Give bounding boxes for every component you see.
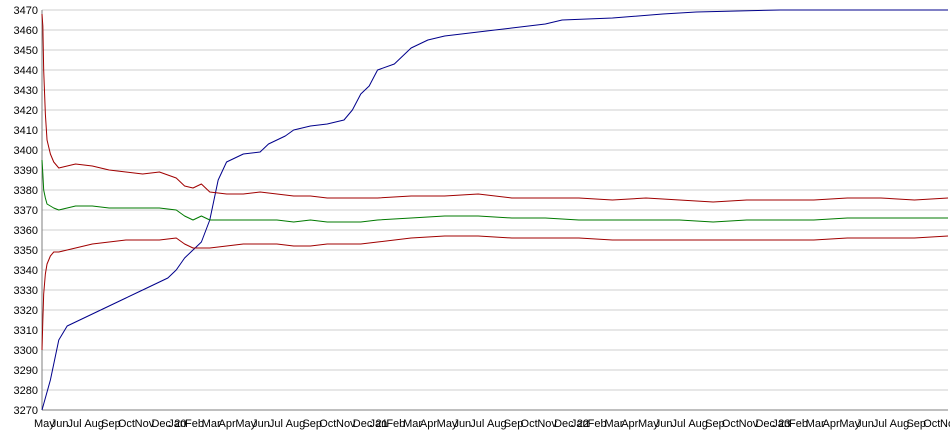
x-tick-label: Oct: [319, 418, 336, 430]
x-tick-label: Apr: [823, 418, 840, 430]
y-tick-label: 3460: [14, 25, 38, 37]
y-tick-label: 3320: [14, 305, 38, 317]
y-tick-label: 3350: [14, 245, 38, 257]
x-tick-year-label: 22: [577, 418, 589, 430]
x-tick-label: Sep: [504, 418, 524, 430]
series-lines: [41, 9, 949, 411]
x-tick-label: Jun: [51, 418, 69, 430]
x-tick-label: Sep: [302, 418, 322, 430]
x-tick-label: Jan: [772, 418, 790, 430]
x-tick-label: Jul: [470, 418, 484, 430]
x-tick-label: Dec: [554, 418, 574, 430]
x-tick-label: Apr: [420, 418, 437, 430]
x-tick-label: Aug: [84, 418, 104, 430]
y-tick-label: 3330: [14, 285, 38, 297]
x-tick-label: May: [235, 418, 256, 430]
x-tick-label: Nov: [336, 418, 356, 430]
x-tick-label: Jun: [856, 418, 874, 430]
series-line-2: [41, 13, 949, 203]
x-tick-label: Jan: [571, 418, 589, 430]
x-tick-label: Oct: [118, 418, 135, 430]
x-tick-year-label: 23: [778, 418, 790, 430]
x-tick-label: Sep: [906, 418, 926, 430]
x-tick-label: May: [839, 418, 860, 430]
x-tick-label: Jan: [370, 418, 388, 430]
x-tick-label: Feb: [386, 418, 405, 430]
x-tick-label: Apr: [621, 418, 638, 430]
y-tick-label: 3410: [14, 125, 38, 137]
x-tick-label: Aug: [286, 418, 306, 430]
x-tick-label: Nov: [537, 418, 557, 430]
x-tick-label: May: [638, 418, 659, 430]
x-tick-label: Mar: [202, 418, 221, 430]
x-tick-label: Oct: [722, 418, 739, 430]
x-tick-label: May: [437, 418, 458, 430]
x-tick-label: Jan: [168, 418, 186, 430]
x-tick-year-label: 21: [376, 418, 388, 430]
y-tick-label: 3310: [14, 325, 38, 337]
y-tick-label: 3340: [14, 265, 38, 277]
y-tick-label: 3390: [14, 165, 38, 177]
y-tick-label: 3450: [14, 45, 38, 57]
y-tick-label: 3300: [14, 345, 38, 357]
x-tick-label: Feb: [185, 418, 204, 430]
x-tick-label: Nov: [135, 418, 155, 430]
y-tick-label: 3400: [14, 145, 38, 157]
x-tick-label: Oct: [521, 418, 538, 430]
x-tick-label: Aug: [487, 418, 507, 430]
x-tick-label: Feb: [789, 418, 808, 430]
x-tick-label: Apr: [219, 418, 236, 430]
x-tick-label: May: [34, 418, 55, 430]
y-tick-label: 3370: [14, 205, 38, 217]
x-tick-label: Jul: [873, 418, 887, 430]
x-tick-label: Dec: [353, 418, 373, 430]
x-tick-label: Nov: [739, 418, 759, 430]
series-line-3: [41, 159, 948, 223]
y-tick-label: 3360: [14, 225, 38, 237]
y-tick-label: 3440: [14, 65, 38, 77]
y-tick-label: 3380: [14, 185, 38, 197]
y-tick-label: 3470: [14, 5, 38, 17]
x-tick-label: Sep: [101, 418, 121, 430]
x-tick-label: Feb: [588, 418, 607, 430]
x-tick-label: Dec: [755, 418, 775, 430]
y-tick-label: 3280: [14, 385, 38, 397]
x-tick-label: Sep: [705, 418, 725, 430]
y-tick-label: 3420: [14, 105, 38, 117]
y-tick-label: 3270: [14, 405, 38, 417]
x-tick-label: Jul: [269, 418, 283, 430]
x-tick-label: Mar: [806, 418, 825, 430]
series-line-4: [41, 235, 949, 351]
x-tick-label: Aug: [688, 418, 708, 430]
x-tick-label: Mar: [604, 418, 623, 430]
x-tick-year-label: 20: [174, 418, 186, 430]
series-line-1: [41, 9, 948, 411]
y-tick-label: 3430: [14, 85, 38, 97]
x-tick-label: Jun: [655, 418, 673, 430]
gridlines: [42, 9, 948, 411]
x-tick-label: Oct: [923, 418, 940, 430]
y-tick-label: 3290: [14, 365, 38, 377]
x-tick-label: Mar: [403, 418, 422, 430]
y-axis-tick-labels: 3270 3280 3290 3300 3310 3320 3330 3340 3350 3360…: [14, 5, 38, 417]
x-tick-label: No: [940, 418, 950, 430]
x-tick-label: Jun: [453, 418, 471, 430]
x-tick-label: Aug: [890, 418, 910, 430]
x-tick-label: Dec: [151, 418, 171, 430]
x-tick-label: Jul: [672, 418, 686, 430]
x-tick-label: Jul: [68, 418, 82, 430]
x-tick-label: Jun: [252, 418, 270, 430]
